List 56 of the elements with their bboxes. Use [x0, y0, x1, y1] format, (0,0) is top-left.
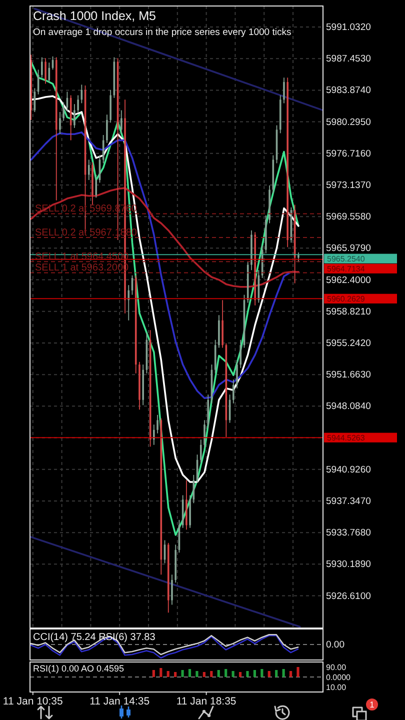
- y-tick-label: 5958.8210: [326, 306, 371, 317]
- ref-line-label: 0.00: [326, 639, 344, 650]
- y-tick-label: 5973.1370: [326, 179, 371, 190]
- ref-line-label: 5960.2629: [327, 294, 366, 304]
- y-tick-label: 5991.0320: [326, 21, 371, 32]
- y-tick-label: 5962.4000: [326, 274, 371, 286]
- y-tick-label: 5965.9790: [326, 242, 371, 254]
- y-tick-label: 5940.9260: [326, 464, 371, 475]
- y-tick-label: 5948.0840: [326, 400, 371, 412]
- ref-line-label: 5965.2540: [327, 254, 366, 264]
- candlestick: [95, 174, 98, 198]
- candlestick: [128, 284, 130, 321]
- y-tick-label: 5926.6100: [326, 590, 371, 602]
- line-series: [30, 95, 300, 483]
- x-tick-label: 11 Jan 10:35: [2, 696, 64, 708]
- candlestick: [240, 339, 242, 369]
- y-tick-label: 5969.5580: [326, 211, 371, 222]
- candlestick: [77, 94, 79, 114]
- candlestick: [88, 159, 90, 180]
- candlestick: [106, 114, 108, 144]
- y-tick-label: 5987.4530: [326, 53, 371, 64]
- candlestick: [200, 439, 202, 463]
- candlestick: [236, 360, 238, 389]
- candlestick: [44, 58, 46, 84]
- text: 1: [370, 700, 375, 710]
- x-tick-label: 11 Jan 14:35: [90, 696, 150, 708]
- y-tick-label: 5951.6630: [326, 369, 371, 380]
- ref-line-label: 5944.5263: [327, 433, 366, 442]
- ref-line-label: 0.0000: [326, 672, 352, 682]
- candlestick: [59, 112, 61, 135]
- candlestick: [232, 379, 234, 404]
- chart-title: Crash 1000 Index, M5: [33, 9, 156, 23]
- candlestick: [156, 414, 158, 434]
- ref-line-label: 5964.7134: [327, 264, 366, 274]
- candlestick: [283, 77, 285, 104]
- y-tick-label: 5955.2420: [326, 337, 371, 348]
- y-tick-label: 5983.8740: [326, 84, 371, 96]
- y-tick-label: 5976.7160: [326, 148, 371, 159]
- candlestick: [153, 424, 155, 446]
- y-tick-label: 5933.7680: [326, 527, 371, 538]
- candlestick: [41, 56, 43, 78]
- y-tick-label: 5937.3470: [326, 495, 371, 506]
- x-tick-label: 11 Jan 18:35: [176, 696, 236, 708]
- text: 90.00: [326, 662, 347, 672]
- candlestick: [62, 102, 65, 122]
- text: 10.00: [326, 682, 347, 692]
- line-series: [30, 60, 300, 536]
- candlestick: [120, 110, 122, 134]
- candlestick: [74, 104, 76, 128]
- candlestick: [171, 574, 173, 606]
- candlestick: [48, 62, 50, 82]
- y-tick-label: 5980.2950: [326, 116, 371, 128]
- candlestick: [204, 420, 206, 448]
- chart-title: RSI(1) 0.00 AO 0.4595: [33, 664, 124, 674]
- text: On average 1 drop occurs in the price series every 1000 ticks: [33, 27, 292, 38]
- y-tick-label: 5930.1890: [326, 558, 371, 570]
